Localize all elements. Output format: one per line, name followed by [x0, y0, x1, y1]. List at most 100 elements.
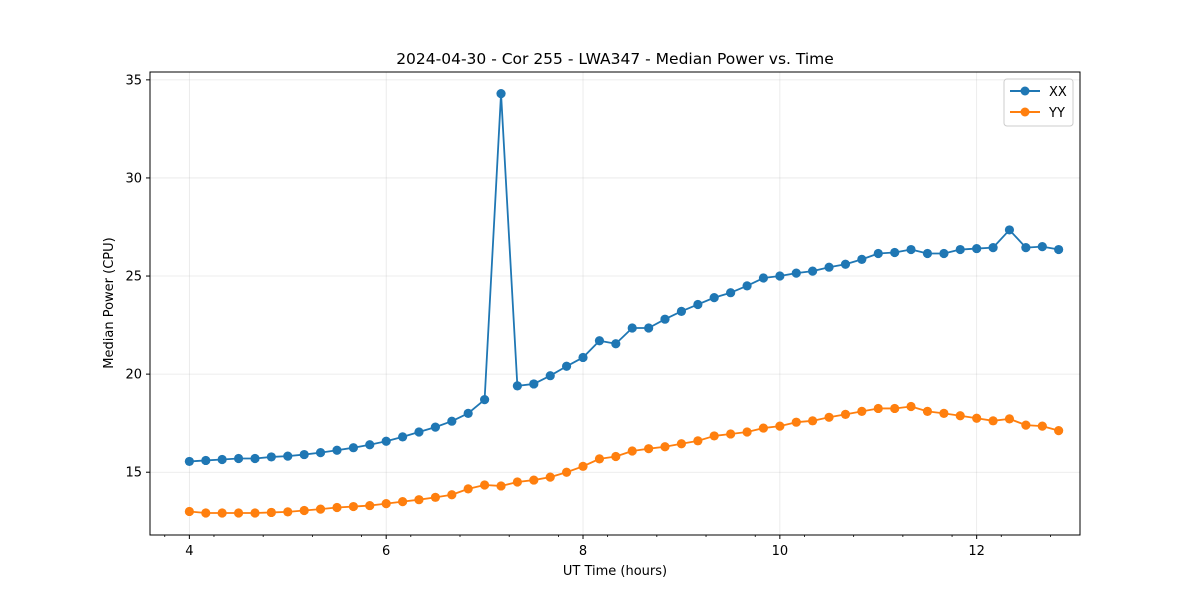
series-yy-point [365, 500, 375, 511]
series-xx-point [283, 451, 293, 461]
x-tick-label: 10 [772, 544, 789, 559]
series-yy-point [972, 413, 982, 423]
series-yy-point [545, 472, 555, 482]
series-yy-point [430, 492, 440, 502]
series-xx-point [627, 323, 637, 333]
series-xx-point [512, 381, 522, 391]
series-xx-point [840, 259, 851, 269]
series-xx-point [414, 427, 424, 437]
series-yy-point [693, 436, 703, 446]
series-yy-point [939, 408, 949, 418]
series-yy-point [201, 508, 211, 518]
series-yy-point [988, 416, 998, 426]
series-xx-point [430, 422, 440, 432]
series-yy-point [348, 501, 359, 512]
series-yy-point [315, 504, 326, 514]
series-yy-point [791, 417, 801, 427]
legend-yy-label: YY [1048, 106, 1065, 121]
series-xx-point [250, 453, 260, 464]
series-yy-point [1037, 421, 1047, 431]
series-yy-point [217, 508, 227, 518]
series-yy-point [184, 506, 194, 517]
series-xx-point [676, 306, 687, 316]
series-yy-point [332, 502, 342, 513]
series-yy-point [496, 481, 506, 491]
series-yy-point [299, 505, 309, 516]
series-yy-point [840, 409, 851, 419]
series-yy-point [906, 401, 916, 412]
series-xx-point [873, 248, 883, 259]
series-xx-point [611, 339, 621, 349]
chart-title: 2024-04-30 - Cor 255 - LWA347 - Median P… [396, 50, 834, 68]
legend: XX YY [1003, 78, 1074, 127]
series-xx-point [348, 443, 359, 453]
y-tick-label: 30 [125, 171, 142, 186]
series-yy-point [955, 411, 965, 421]
ticks: 4 6 8 10 12 15 20 25 30 35 [125, 73, 1051, 559]
series-xx-point [693, 299, 703, 310]
series-yy-point [660, 442, 670, 452]
series-xx-point [594, 336, 605, 346]
series-yy-point [529, 475, 539, 485]
series-xx-point [463, 408, 473, 418]
series-yy-point [922, 406, 933, 416]
series-xx-point [1054, 244, 1064, 255]
series-yy-point [758, 423, 769, 433]
series-xx-point [644, 323, 654, 333]
series-xx-point [480, 395, 490, 405]
series-xx-point [939, 248, 949, 259]
series-yy-point [594, 454, 605, 464]
series-yy-point [627, 446, 637, 456]
series-yy-point [233, 508, 244, 518]
series-xx-point [775, 271, 785, 281]
series-yy-point [463, 484, 473, 494]
series-yy-point [726, 429, 736, 439]
series-xx-point [365, 440, 375, 450]
series-xx-point [233, 453, 244, 464]
series-xx-point [398, 432, 408, 442]
series-yy-point [742, 427, 752, 437]
series-yy-point [266, 507, 276, 518]
series-xx-point [906, 244, 916, 255]
series-yy-point [873, 403, 883, 414]
series-yy-point [381, 499, 391, 509]
series-yy-point [578, 461, 588, 471]
series-xx-point [578, 352, 588, 363]
series-xx-point [660, 314, 670, 324]
series-xx-point [184, 456, 194, 467]
series-xx-point [266, 452, 276, 462]
x-axis-label: UT Time (hours) [563, 564, 667, 579]
series-yy-point [480, 480, 490, 490]
series-yy-point [890, 403, 900, 414]
series-yy-point [644, 444, 654, 454]
series-xx-point [299, 449, 309, 460]
series-xx-point [201, 455, 211, 466]
legend-xx-label: XX [1049, 85, 1067, 100]
series-yy-point [709, 431, 719, 441]
series-xx-point [988, 242, 998, 253]
y-tick-label: 20 [125, 368, 142, 383]
legend-xx-marker [1020, 86, 1030, 96]
series-xx-point [726, 288, 736, 298]
series-yy-point [1054, 426, 1064, 436]
series-yy-point [447, 490, 457, 500]
series-yy-point [857, 406, 867, 416]
series-yy-point [561, 467, 572, 477]
series-yy-point [611, 451, 621, 462]
series-yy-point [808, 416, 818, 426]
series-xx-point [529, 379, 539, 389]
x-tick-label: 6 [382, 544, 390, 559]
y-tick-label: 15 [125, 466, 142, 481]
series-yy-point [414, 495, 424, 505]
series-layer [184, 88, 1064, 518]
series-xx-point [1021, 242, 1031, 253]
series-xx-point [561, 361, 572, 371]
series-yy-point [775, 421, 785, 431]
series-xx-point [742, 281, 752, 291]
series-yy-point [1004, 414, 1015, 424]
series-xx-point [496, 88, 506, 99]
series-xx-point [808, 266, 818, 276]
series-xx-point [857, 254, 867, 264]
